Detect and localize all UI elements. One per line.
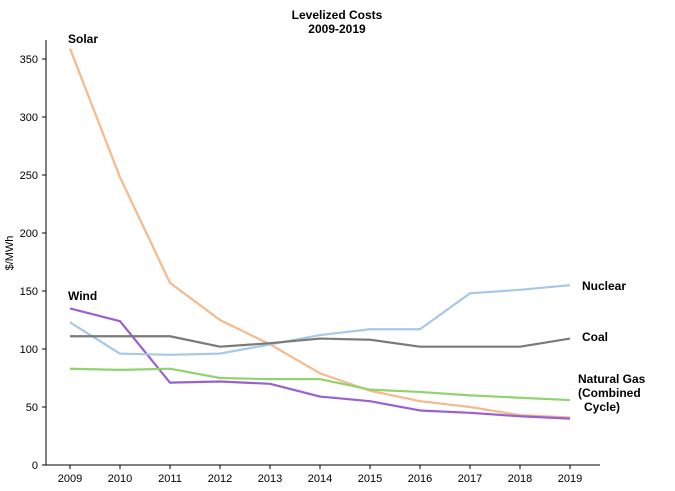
series-line-nuclear xyxy=(69,284,571,356)
y-ticks: 0 50 100 150 200 250 300 350 xyxy=(20,54,46,472)
series-label-nuclear: Nuclear xyxy=(582,279,626,293)
series-line-coal xyxy=(70,335,571,348)
series-label-coal: Coal xyxy=(582,330,608,344)
x-tick-label: 2012 xyxy=(208,473,232,485)
x-tick-label: 2013 xyxy=(258,473,282,485)
x-tick-label: 2016 xyxy=(408,473,432,485)
series-label-wind: Wind xyxy=(68,289,97,303)
x-ticks: 2009 2010 2011 2012 2013 2014 2015 2016 2017 2018… xyxy=(58,465,582,485)
y-tick-label: 250 xyxy=(20,170,38,182)
y-tick-label: 100 xyxy=(20,344,38,356)
series-label-line: Cycle) xyxy=(584,400,620,414)
series-labels: Solar Wind Nuclear Coal Natural Gas (Combined… xyxy=(68,32,646,414)
y-tick-label: 50 xyxy=(26,402,38,414)
x-tick-label: 2018 xyxy=(508,473,532,485)
y-tick-label: 0 xyxy=(32,460,38,472)
series-label-solar: Solar xyxy=(68,32,98,46)
x-tick-label: 2017 xyxy=(458,473,482,485)
series-label-line: Natural Gas xyxy=(578,372,646,386)
y-axis-label: $/MWh xyxy=(4,236,16,271)
x-tick-label: 2009 xyxy=(58,473,82,485)
x-tick-label: 2014 xyxy=(308,473,332,485)
series-line-wind xyxy=(69,307,571,420)
x-tick-label: 2010 xyxy=(108,473,132,485)
x-tick-label: 2011 xyxy=(158,473,182,485)
series-line-natural-gas-combined-cycle xyxy=(69,367,571,402)
series-label-natural-gas-combined-cycle: Natural Gas (Combined Cycle) xyxy=(578,372,646,414)
x-tick-label: 2015 xyxy=(358,473,382,485)
chart-subtitle: 2009-2019 xyxy=(308,22,366,36)
series-line-solar xyxy=(68,48,571,419)
y-tick-label: 350 xyxy=(20,54,38,66)
x-tick-label: 2019 xyxy=(558,473,582,485)
y-tick-label: 150 xyxy=(20,286,38,298)
series-label-line: (Combined xyxy=(578,386,641,400)
y-tick-label: 300 xyxy=(20,112,38,124)
series-lines xyxy=(68,48,571,420)
y-tick-label: 200 xyxy=(20,228,38,240)
chart-title: Levelized Costs xyxy=(292,8,383,22)
